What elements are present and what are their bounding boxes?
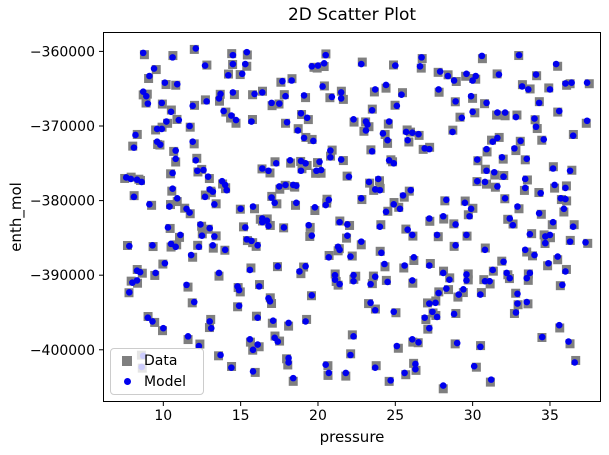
svg-text:15: 15 bbox=[232, 408, 250, 424]
svg-text:−400000: −400000 bbox=[30, 343, 95, 359]
chart-title: 2D Scatter Plot bbox=[287, 5, 417, 25]
svg-text:35: 35 bbox=[541, 408, 559, 424]
legend-entry-data: Data bbox=[119, 351, 197, 371]
y-axis-label: enth_mol bbox=[7, 182, 25, 252]
svg-text:−390000: −390000 bbox=[30, 268, 95, 284]
x-axis: 10 15 20 25 30 35 bbox=[154, 402, 559, 424]
svg-text:10: 10 bbox=[154, 408, 172, 424]
legend-label-model: Model bbox=[144, 373, 187, 390]
y-axis: −360000 −370000 −380000 −390000 −400000 bbox=[30, 44, 103, 359]
svg-text:25: 25 bbox=[386, 408, 404, 424]
series-data-squares bbox=[120, 44, 594, 394]
svg-text:20: 20 bbox=[309, 408, 327, 424]
axes-spines bbox=[103, 32, 601, 402]
svg-text:−360000: −360000 bbox=[30, 44, 95, 60]
legend: Data Model bbox=[110, 348, 204, 395]
model-dot-icon bbox=[119, 374, 135, 390]
legend-label-data: Data bbox=[144, 353, 178, 370]
series-model-dots bbox=[122, 45, 591, 389]
x-axis-label: pressure bbox=[319, 428, 385, 446]
svg-text:−380000: −380000 bbox=[30, 194, 95, 210]
svg-text:−370000: −370000 bbox=[30, 119, 95, 135]
legend-entry-model: Model bbox=[119, 372, 197, 392]
data-square-icon bbox=[119, 353, 135, 369]
svg-text:30: 30 bbox=[464, 408, 482, 424]
